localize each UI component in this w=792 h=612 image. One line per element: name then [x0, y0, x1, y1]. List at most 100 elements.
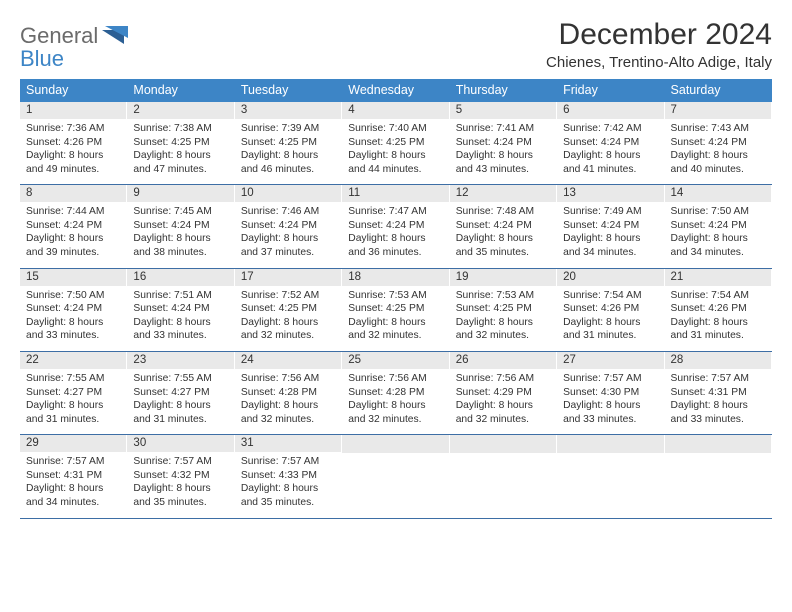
weekday-header-row: SundayMondayTuesdayWednesdayThursdayFrid… [20, 79, 772, 102]
day-details: Sunrise: 7:42 AMSunset: 4:24 PMDaylight:… [557, 119, 663, 176]
day-details: Sunrise: 7:38 AMSunset: 4:25 PMDaylight:… [127, 119, 233, 176]
sunrise-line: Sunrise: 7:55 AM [133, 372, 227, 386]
daylight-line: Daylight: 8 hours and 49 minutes. [26, 149, 120, 176]
day-cell: 23Sunrise: 7:55 AMSunset: 4:27 PMDayligh… [127, 352, 234, 434]
day-details: Sunrise: 7:57 AMSunset: 4:32 PMDaylight:… [127, 452, 233, 509]
day-number: 15 [20, 269, 126, 286]
day-cell: 30Sunrise: 7:57 AMSunset: 4:32 PMDayligh… [127, 435, 234, 517]
day-cell: 25Sunrise: 7:56 AMSunset: 4:28 PMDayligh… [342, 352, 449, 434]
sunset-line: Sunset: 4:24 PM [133, 302, 227, 316]
day-details: Sunrise: 7:56 AMSunset: 4:28 PMDaylight:… [342, 369, 448, 426]
day-number: 28 [665, 352, 771, 369]
day-details: Sunrise: 7:56 AMSunset: 4:28 PMDaylight:… [235, 369, 341, 426]
sunrise-line: Sunrise: 7:54 AM [671, 289, 765, 303]
sunrise-line: Sunrise: 7:56 AM [456, 372, 550, 386]
daylight-line: Daylight: 8 hours and 33 minutes. [26, 316, 120, 343]
weekday-header-cell: Sunday [20, 79, 127, 102]
day-cell: 1 Sunrise: 7:36 AMSunset: 4:26 PMDaylight… [20, 102, 127, 184]
calendar-body: 1Sunrise: 7:36 AMSunset: 4:26 PMDaylight… [20, 102, 772, 519]
sunset-line: Sunset: 4:26 PM [671, 302, 765, 316]
day-details: Sunrise: 7:51 AMSunset: 4:24 PMDaylight:… [127, 286, 233, 343]
day-number: 13 [557, 185, 663, 202]
calendar: SundayMondayTuesdayWednesdayThursdayFrid… [20, 79, 772, 519]
logo-line2: Blue [20, 46, 64, 71]
day-details: Sunrise: 7:55 AMSunset: 4:27 PMDaylight:… [127, 369, 233, 426]
week-row: 15Sunrise: 7:50 AMSunset: 4:24 PMDayligh… [20, 269, 772, 352]
sunset-line: Sunset: 4:26 PM [26, 136, 120, 150]
sunrise-line: Sunrise: 7:54 AM [563, 289, 657, 303]
daylight-line: Daylight: 8 hours and 33 minutes. [671, 399, 765, 426]
day-details: Sunrise: 7:43 AMSunset: 4:24 PMDaylight:… [665, 119, 771, 176]
daylight-line: Daylight: 8 hours and 36 minutes. [348, 232, 442, 259]
day-cell: 26Sunrise: 7:56 AMSunset: 4:29 PMDayligh… [450, 352, 557, 434]
day-number: 21 [665, 269, 771, 286]
day-cell: 27Sunrise: 7:57 AMSunset: 4:30 PMDayligh… [557, 352, 664, 434]
sunrise-line: Sunrise: 7:50 AM [671, 205, 765, 219]
sunrise-line: Sunrise: 7:57 AM [241, 455, 335, 469]
daylight-line: Daylight: 8 hours and 32 minutes. [456, 399, 550, 426]
day-number: 29 [20, 435, 126, 452]
weekday-header-cell: Saturday [665, 79, 772, 102]
day-number: 19 [450, 269, 556, 286]
day-details: Sunrise: 7:57 AMSunset: 4:31 PMDaylight:… [20, 452, 126, 509]
day-cell: 4Sunrise: 7:40 AMSunset: 4:25 PMDaylight… [342, 102, 449, 184]
sunrise-line: Sunrise: 7:43 AM [671, 122, 765, 136]
sunrise-line: Sunrise: 7:57 AM [563, 372, 657, 386]
day-details: Sunrise: 7:57 AMSunset: 4:30 PMDaylight:… [557, 369, 663, 426]
daylight-line: Daylight: 8 hours and 35 minutes. [133, 482, 227, 509]
day-details: Sunrise: 7:55 AMSunset: 4:27 PMDaylight:… [20, 369, 126, 426]
day-number: 2 [127, 102, 233, 119]
daylight-line: Daylight: 8 hours and 32 minutes. [348, 316, 442, 343]
day-details: Sunrise: 7:54 AMSunset: 4:26 PMDaylight:… [557, 286, 663, 343]
weekday-header-cell: Wednesday [342, 79, 449, 102]
day-cell: 28Sunrise: 7:57 AMSunset: 4:31 PMDayligh… [665, 352, 772, 434]
day-number: 5 [450, 102, 556, 119]
month-title: December 2024 [546, 18, 772, 52]
day-cell: 16Sunrise: 7:51 AMSunset: 4:24 PMDayligh… [127, 269, 234, 351]
day-cell: 5Sunrise: 7:41 AMSunset: 4:24 PMDaylight… [450, 102, 557, 184]
daylight-line: Daylight: 8 hours and 35 minutes. [241, 482, 335, 509]
day-number [665, 435, 771, 453]
sunset-line: Sunset: 4:25 PM [241, 302, 335, 316]
sunrise-line: Sunrise: 7:38 AM [133, 122, 227, 136]
sunset-line: Sunset: 4:28 PM [348, 386, 442, 400]
day-number: 11 [342, 185, 448, 202]
sunset-line: Sunset: 4:27 PM [133, 386, 227, 400]
day-cell: 29Sunrise: 7:57 AMSunset: 4:31 PMDayligh… [20, 435, 127, 517]
day-cell: 17Sunrise: 7:52 AMSunset: 4:25 PMDayligh… [235, 269, 342, 351]
day-number: 1 [20, 102, 126, 119]
day-details: Sunrise: 7:57 AMSunset: 4:31 PMDaylight:… [665, 369, 771, 426]
day-cell: 10Sunrise: 7:46 AMSunset: 4:24 PMDayligh… [235, 185, 342, 267]
day-number: 14 [665, 185, 771, 202]
day-cell: 8Sunrise: 7:44 AMSunset: 4:24 PMDaylight… [20, 185, 127, 267]
day-cell: 7Sunrise: 7:43 AMSunset: 4:24 PMDaylight… [665, 102, 772, 184]
day-cell: 14Sunrise: 7:50 AMSunset: 4:24 PMDayligh… [665, 185, 772, 267]
day-details: Sunrise: 7:46 AMSunset: 4:24 PMDaylight:… [235, 202, 341, 259]
sunset-line: Sunset: 4:24 PM [563, 136, 657, 150]
daylight-line: Daylight: 8 hours and 39 minutes. [26, 232, 120, 259]
day-details: Sunrise: 7:45 AMSunset: 4:24 PMDaylight:… [127, 202, 233, 259]
sunrise-line: Sunrise: 7:53 AM [456, 289, 550, 303]
day-number: 27 [557, 352, 663, 369]
sunset-line: Sunset: 4:33 PM [241, 469, 335, 483]
sunrise-line: Sunrise: 7:36 AM [26, 122, 120, 136]
day-cell: 9Sunrise: 7:45 AMSunset: 4:24 PMDaylight… [127, 185, 234, 267]
daylight-line: Daylight: 8 hours and 38 minutes. [133, 232, 227, 259]
day-details: Sunrise: 7:50 AMSunset: 4:24 PMDaylight:… [665, 202, 771, 259]
sunset-line: Sunset: 4:29 PM [456, 386, 550, 400]
page-header: General Blue December 2024 Chienes, Tren… [20, 18, 772, 71]
week-row: 1Sunrise: 7:36 AMSunset: 4:26 PMDaylight… [20, 102, 772, 185]
day-cell: 11Sunrise: 7:47 AMSunset: 4:24 PMDayligh… [342, 185, 449, 267]
logo-line1: General [20, 23, 98, 48]
day-number: 3 [235, 102, 341, 119]
day-cell: 31Sunrise: 7:57 AMSunset: 4:33 PMDayligh… [235, 435, 342, 517]
logo-text: General Blue [20, 24, 98, 70]
day-cell [557, 435, 664, 517]
day-cell: 3Sunrise: 7:39 AMSunset: 4:25 PMDaylight… [235, 102, 342, 184]
day-number: 30 [127, 435, 233, 452]
sunrise-line: Sunrise: 7:42 AM [563, 122, 657, 136]
day-details: Sunrise: 7:39 AMSunset: 4:25 PMDaylight:… [235, 119, 341, 176]
sunset-line: Sunset: 4:24 PM [671, 136, 765, 150]
daylight-line: Daylight: 8 hours and 47 minutes. [133, 149, 227, 176]
daylight-line: Daylight: 8 hours and 44 minutes. [348, 149, 442, 176]
